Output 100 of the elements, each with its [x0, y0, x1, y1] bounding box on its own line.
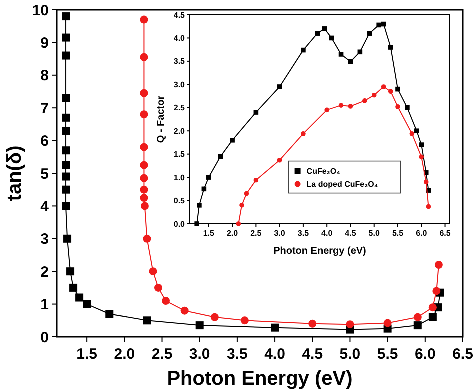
legend-label: La doped CuFe₂O₄: [306, 180, 378, 190]
point: [230, 138, 235, 143]
y-tick-label: 2: [40, 264, 49, 281]
point: [388, 89, 394, 94]
y-tick-label: 0: [40, 329, 49, 346]
point: [140, 53, 148, 62]
point: [140, 89, 148, 98]
point: [308, 320, 317, 328]
point: [62, 126, 70, 135]
point: [405, 105, 410, 110]
y-tick-label: 3.5: [174, 57, 186, 66]
point: [372, 92, 377, 98]
point: [140, 174, 148, 182]
x-tick-label: 4.5: [302, 346, 324, 363]
point: [162, 297, 170, 306]
point: [315, 31, 320, 36]
point: [322, 26, 328, 32]
point: [83, 300, 92, 308]
point: [62, 186, 70, 194]
point: [348, 60, 354, 64]
point: [348, 104, 354, 109]
x-tick-label: 3.5: [298, 229, 310, 238]
y-tick-label: 4: [40, 198, 50, 216]
x-tick-label: 6.0: [414, 346, 436, 363]
x-tick-label: 4.0: [322, 229, 334, 238]
point: [64, 234, 72, 243]
point: [271, 324, 280, 332]
point: [236, 222, 242, 226]
point: [194, 222, 200, 226]
point: [154, 284, 162, 292]
point: [277, 158, 282, 163]
point: [388, 45, 394, 50]
point: [140, 110, 148, 119]
point: [338, 52, 344, 57]
point: [428, 304, 437, 312]
x-tick-label: 2.0: [114, 346, 136, 363]
x-tick-label: 5.0: [340, 346, 361, 363]
point: [66, 268, 75, 276]
point: [206, 175, 212, 180]
x-tick-label: 5.5: [392, 229, 404, 238]
point: [396, 104, 400, 110]
y-tick-label: 10: [32, 2, 49, 20]
point: [301, 132, 306, 136]
y-tick-label: 7: [40, 100, 49, 118]
x-axis-title: Photon Energy (eV): [274, 246, 366, 257]
point: [240, 316, 249, 325]
x-tick-label: 3.5: [227, 346, 248, 363]
point: [338, 103, 344, 108]
y-tick-label: 3: [40, 231, 49, 248]
point: [419, 142, 424, 148]
y-tick-label: 2.0: [174, 126, 186, 136]
point: [428, 313, 437, 322]
point: [346, 320, 354, 329]
point: [414, 322, 422, 330]
point: [70, 284, 78, 292]
y-tick-label: 8: [40, 68, 49, 85]
y-tick-label: 4.0: [174, 34, 186, 44]
point: [254, 178, 259, 183]
y-tick-label: 1: [40, 296, 49, 314]
point: [62, 146, 70, 155]
x-axis-title: Photon Energy (eV): [167, 368, 353, 390]
x-tick-label: 5.0: [368, 229, 380, 238]
point: [62, 94, 70, 102]
y-tick-label: 1.0: [174, 173, 186, 182]
point: [376, 22, 382, 28]
point: [140, 161, 148, 170]
y-tick-label: 3.0: [174, 80, 186, 90]
point: [424, 180, 429, 185]
point: [244, 191, 250, 196]
y-tick-label: 5: [40, 166, 49, 183]
y-tick-label: 6: [40, 133, 49, 150]
y-tick-label: 0.5: [174, 196, 186, 206]
point: [362, 98, 368, 104]
point: [62, 202, 70, 210]
point: [432, 287, 441, 296]
point: [410, 132, 415, 136]
x-tick-label: 1.5: [76, 346, 98, 363]
x-tick-label: 6.0: [416, 229, 428, 238]
y-tick-label: 9: [40, 34, 49, 52]
point: [396, 86, 400, 92]
point: [143, 316, 152, 325]
point: [277, 84, 282, 90]
point: [210, 313, 219, 322]
x-tick-label: 4.5: [345, 229, 357, 238]
point: [197, 203, 202, 208]
y-axis-title: Q - Factor: [156, 96, 167, 144]
point: [76, 294, 84, 302]
point: [62, 172, 70, 181]
point: [240, 203, 244, 208]
point: [254, 110, 259, 115]
x-tick-label: 6.5: [440, 229, 452, 238]
point: [384, 319, 392, 328]
point: [324, 108, 330, 113]
x-tick-label: 6.5: [452, 346, 474, 363]
x-tick-label: 3.0: [189, 346, 210, 363]
point: [62, 161, 70, 170]
point: [140, 202, 149, 210]
point: [62, 52, 70, 60]
point: [180, 306, 189, 315]
point: [419, 154, 424, 160]
